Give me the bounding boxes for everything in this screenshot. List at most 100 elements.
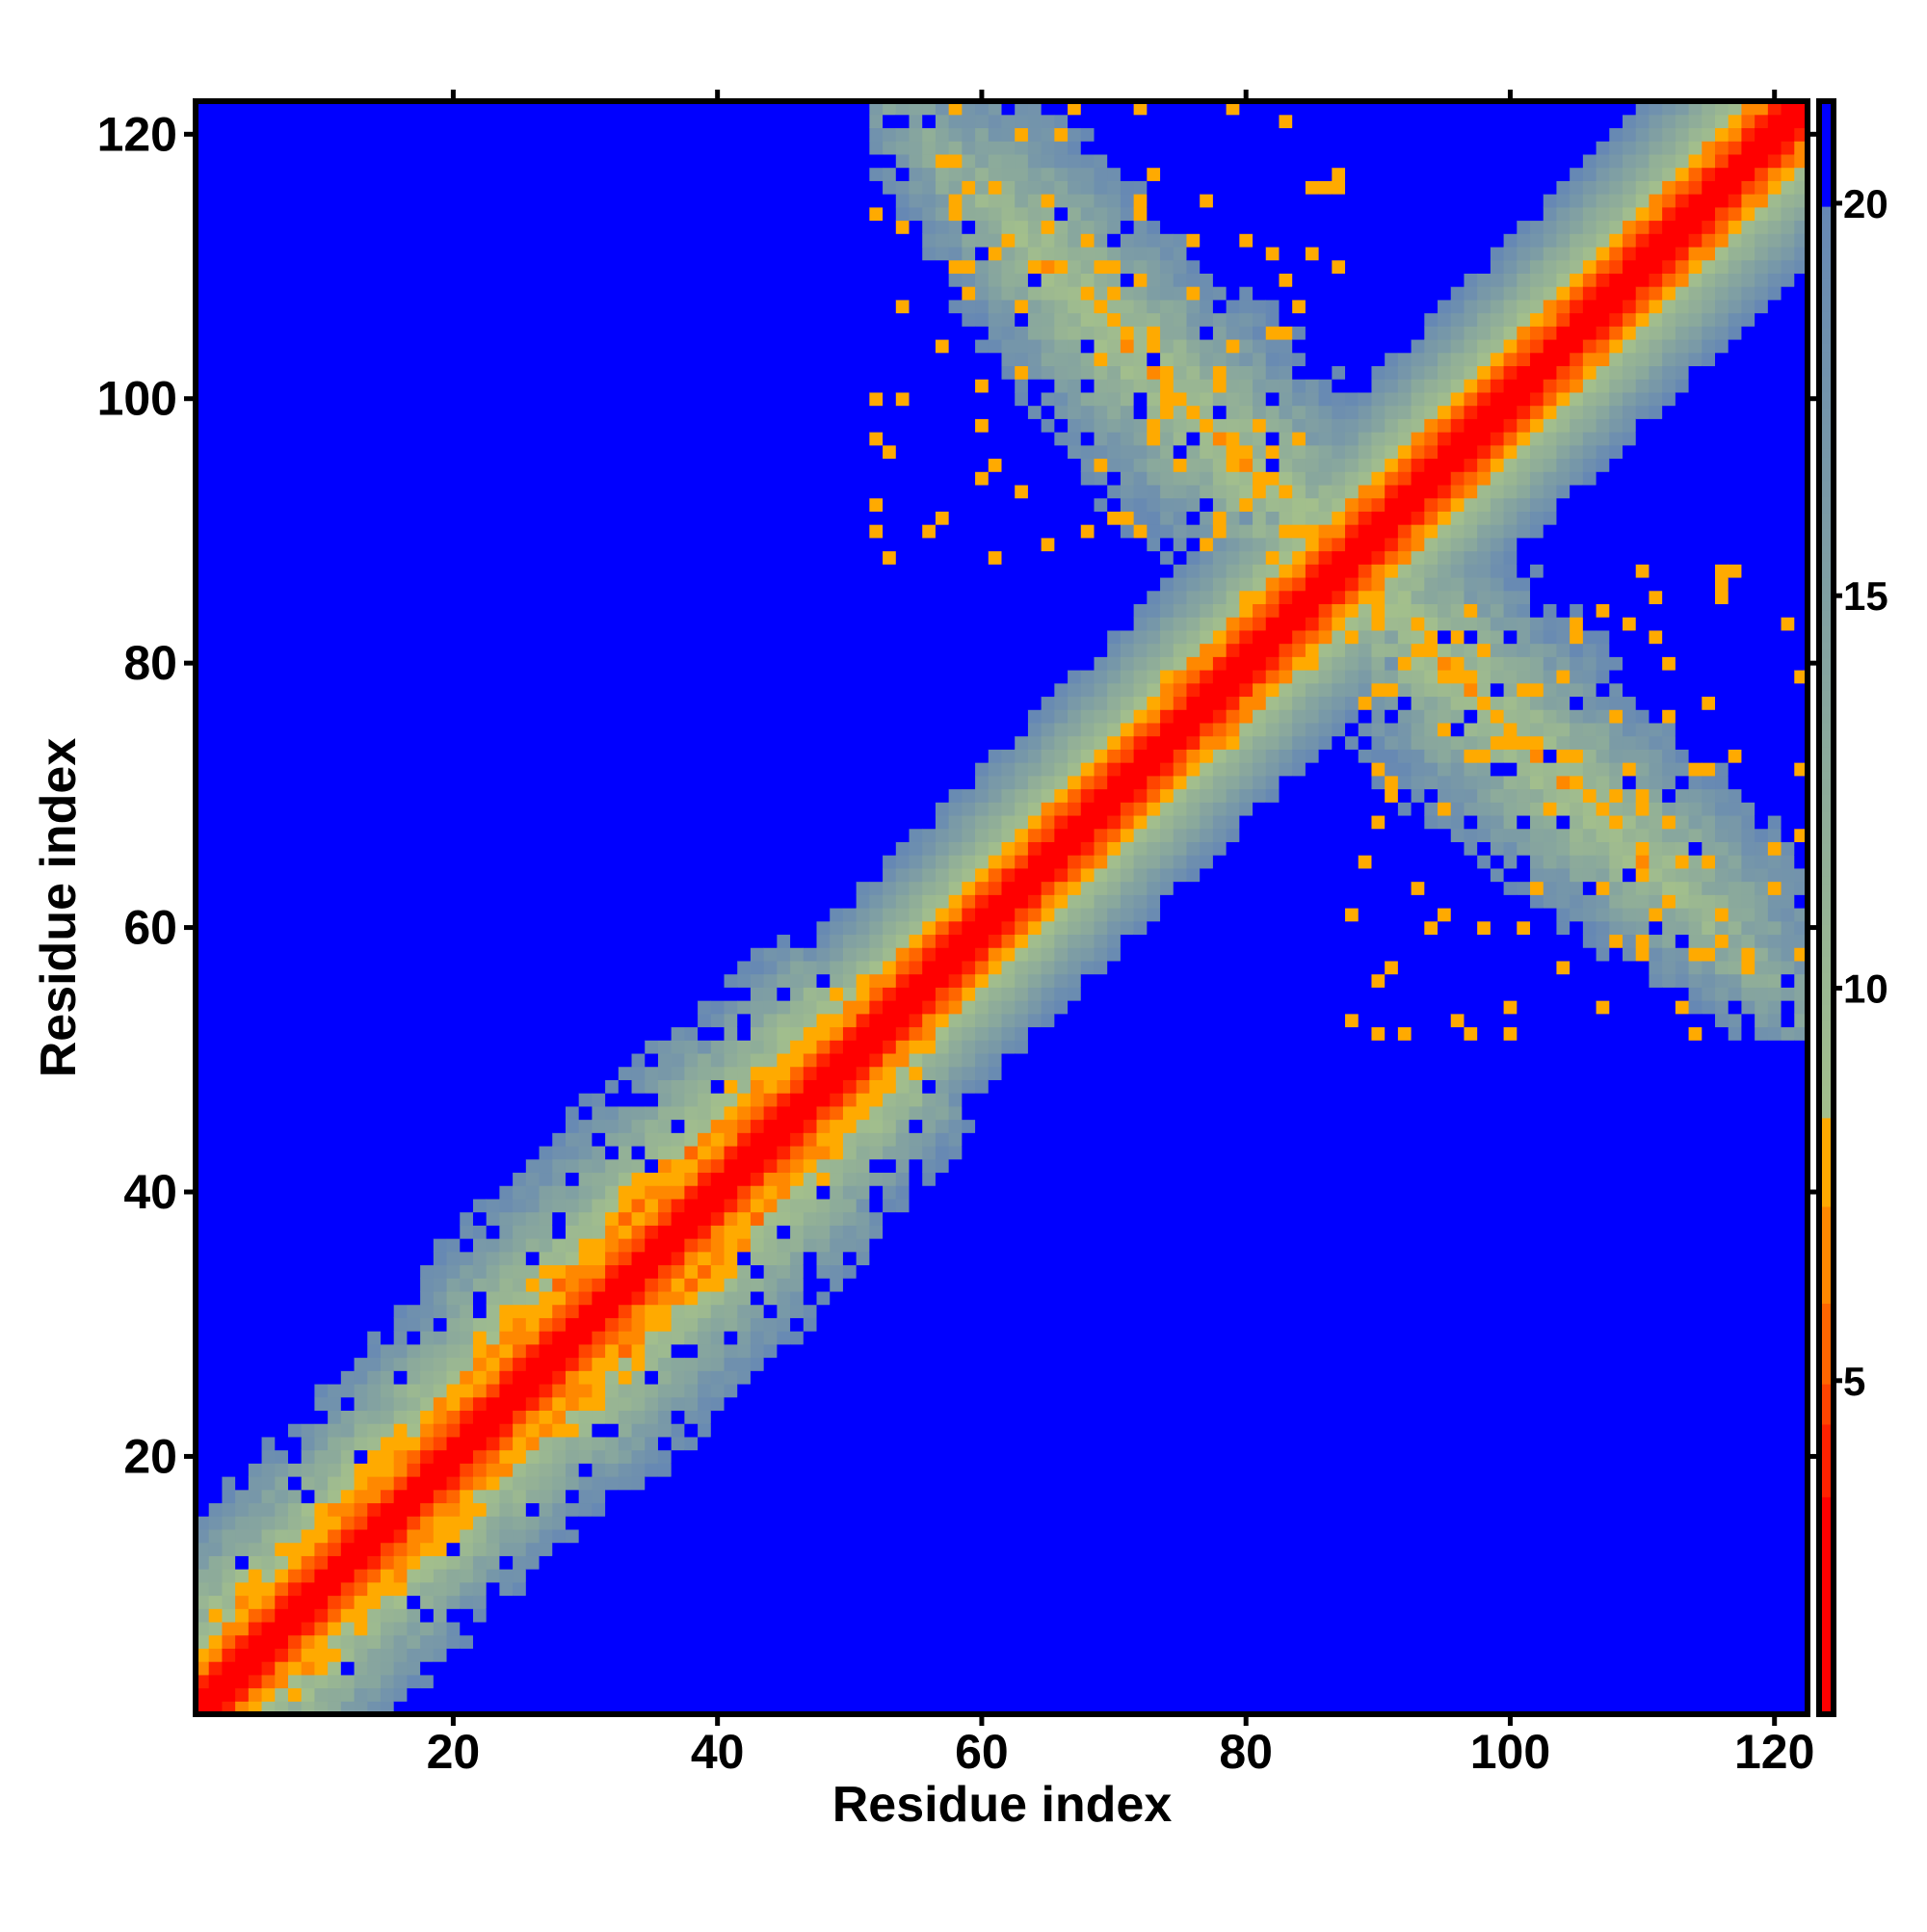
heatmap-cell (698, 603, 711, 617)
heatmap-cell (499, 921, 513, 935)
heatmap-cell (487, 432, 500, 445)
heatmap-cell (381, 551, 394, 565)
heatmap-cell (209, 947, 223, 961)
heatmap-cell (381, 868, 394, 882)
heatmap-cell (341, 855, 355, 868)
heatmap-cell (499, 1067, 513, 1080)
heatmap-cell (579, 855, 593, 868)
heatmap-cell (262, 1622, 276, 1635)
heatmap-cell (698, 974, 711, 988)
heatmap-cell (566, 1688, 579, 1702)
heatmap-cell (473, 194, 487, 207)
heatmap-cell (526, 1264, 540, 1278)
heatmap-cell (711, 300, 725, 313)
heatmap-cell (447, 1608, 461, 1622)
heatmap-cell (328, 683, 341, 697)
heatmap-cell (355, 921, 368, 935)
heatmap-cell (341, 921, 355, 935)
heatmap-cell (711, 1159, 725, 1173)
heatmap-cell (275, 1463, 288, 1476)
heatmap-cell (658, 353, 672, 366)
heatmap-cell (367, 1370, 381, 1384)
heatmap-cell (711, 829, 725, 842)
heatmap-cell (658, 802, 672, 815)
heatmap-cell (645, 603, 658, 617)
heatmap-cell (684, 921, 698, 935)
heatmap-cell (235, 207, 249, 221)
heatmap-cell (328, 524, 341, 538)
heatmap-cell (434, 1423, 447, 1437)
heatmap-cell (314, 762, 328, 776)
heatmap-cell (473, 551, 487, 565)
heatmap-cell (540, 1291, 553, 1305)
heatmap-cell (314, 736, 328, 750)
heatmap-cell (460, 762, 473, 776)
heatmap-cell (235, 603, 249, 617)
heatmap-cell (579, 908, 593, 921)
heatmap-cell (314, 1026, 328, 1040)
heatmap-cell (262, 1132, 276, 1146)
heatmap-cell (355, 1635, 368, 1649)
heatmap-cell (367, 273, 381, 286)
heatmap-cell (540, 524, 553, 538)
heatmap-cell (513, 603, 526, 617)
heatmap-cell (632, 1212, 646, 1226)
heatmap-cell (262, 1410, 276, 1423)
heatmap-cell (222, 1661, 235, 1675)
heatmap-cell (579, 313, 593, 327)
heatmap-cell (381, 974, 394, 988)
heatmap-cell (434, 1688, 447, 1702)
heatmap-cell (698, 538, 711, 551)
heatmap-cell (407, 1252, 420, 1265)
heatmap-cell (249, 1622, 262, 1635)
heatmap-cell (725, 286, 738, 300)
heatmap-cell (473, 1358, 487, 1371)
heatmap-cell (526, 1476, 540, 1490)
heatmap-cell (341, 1543, 355, 1556)
heatmap-cell (552, 551, 566, 565)
heatmap-cell (526, 696, 540, 709)
heatmap-cell (434, 1040, 447, 1053)
heatmap-cell (447, 538, 461, 551)
heatmap-cell (473, 947, 487, 961)
heatmap-cell (420, 154, 434, 168)
heatmap-cell (367, 115, 381, 128)
heatmap-cell (367, 683, 381, 697)
heatmap-cell (473, 326, 487, 339)
heatmap-cell (632, 829, 646, 842)
heatmap-cell (658, 498, 672, 512)
heatmap-cell (341, 1317, 355, 1331)
heatmap-cell (473, 1648, 487, 1661)
heatmap-cell (355, 1172, 368, 1185)
heatmap-cell (314, 1053, 328, 1067)
heatmap-cell (302, 485, 315, 498)
heatmap-cell (222, 1212, 235, 1226)
heatmap-cell (658, 1675, 672, 1688)
heatmap-cell (725, 868, 738, 882)
heatmap-cell (619, 1305, 632, 1318)
heatmap-cell (381, 789, 394, 803)
heatmap-cell (249, 1106, 262, 1120)
heatmap-cell (367, 1291, 381, 1305)
heatmap-cell (684, 1661, 698, 1675)
heatmap-cell (711, 1172, 725, 1185)
heatmap-cell (619, 591, 632, 604)
heatmap-cell (460, 1079, 473, 1093)
heatmap-cell (605, 1291, 619, 1305)
heatmap-cell (711, 353, 725, 366)
heatmap-cell (447, 220, 461, 233)
heatmap-cell (684, 115, 698, 128)
heatmap-cell (658, 1278, 672, 1291)
heatmap-cell (341, 300, 355, 313)
heatmap-cell (552, 1264, 566, 1278)
heatmap-cell (473, 1516, 487, 1529)
heatmap-cell (302, 286, 315, 300)
heatmap-cell (619, 1582, 632, 1596)
heatmap-cell (447, 564, 461, 577)
heatmap-cell (513, 1264, 526, 1278)
heatmap-cell (209, 260, 223, 274)
heatmap-cell (341, 524, 355, 538)
heatmap-cell (288, 683, 302, 697)
heatmap-cell (288, 498, 302, 512)
heatmap-cell (262, 789, 276, 803)
